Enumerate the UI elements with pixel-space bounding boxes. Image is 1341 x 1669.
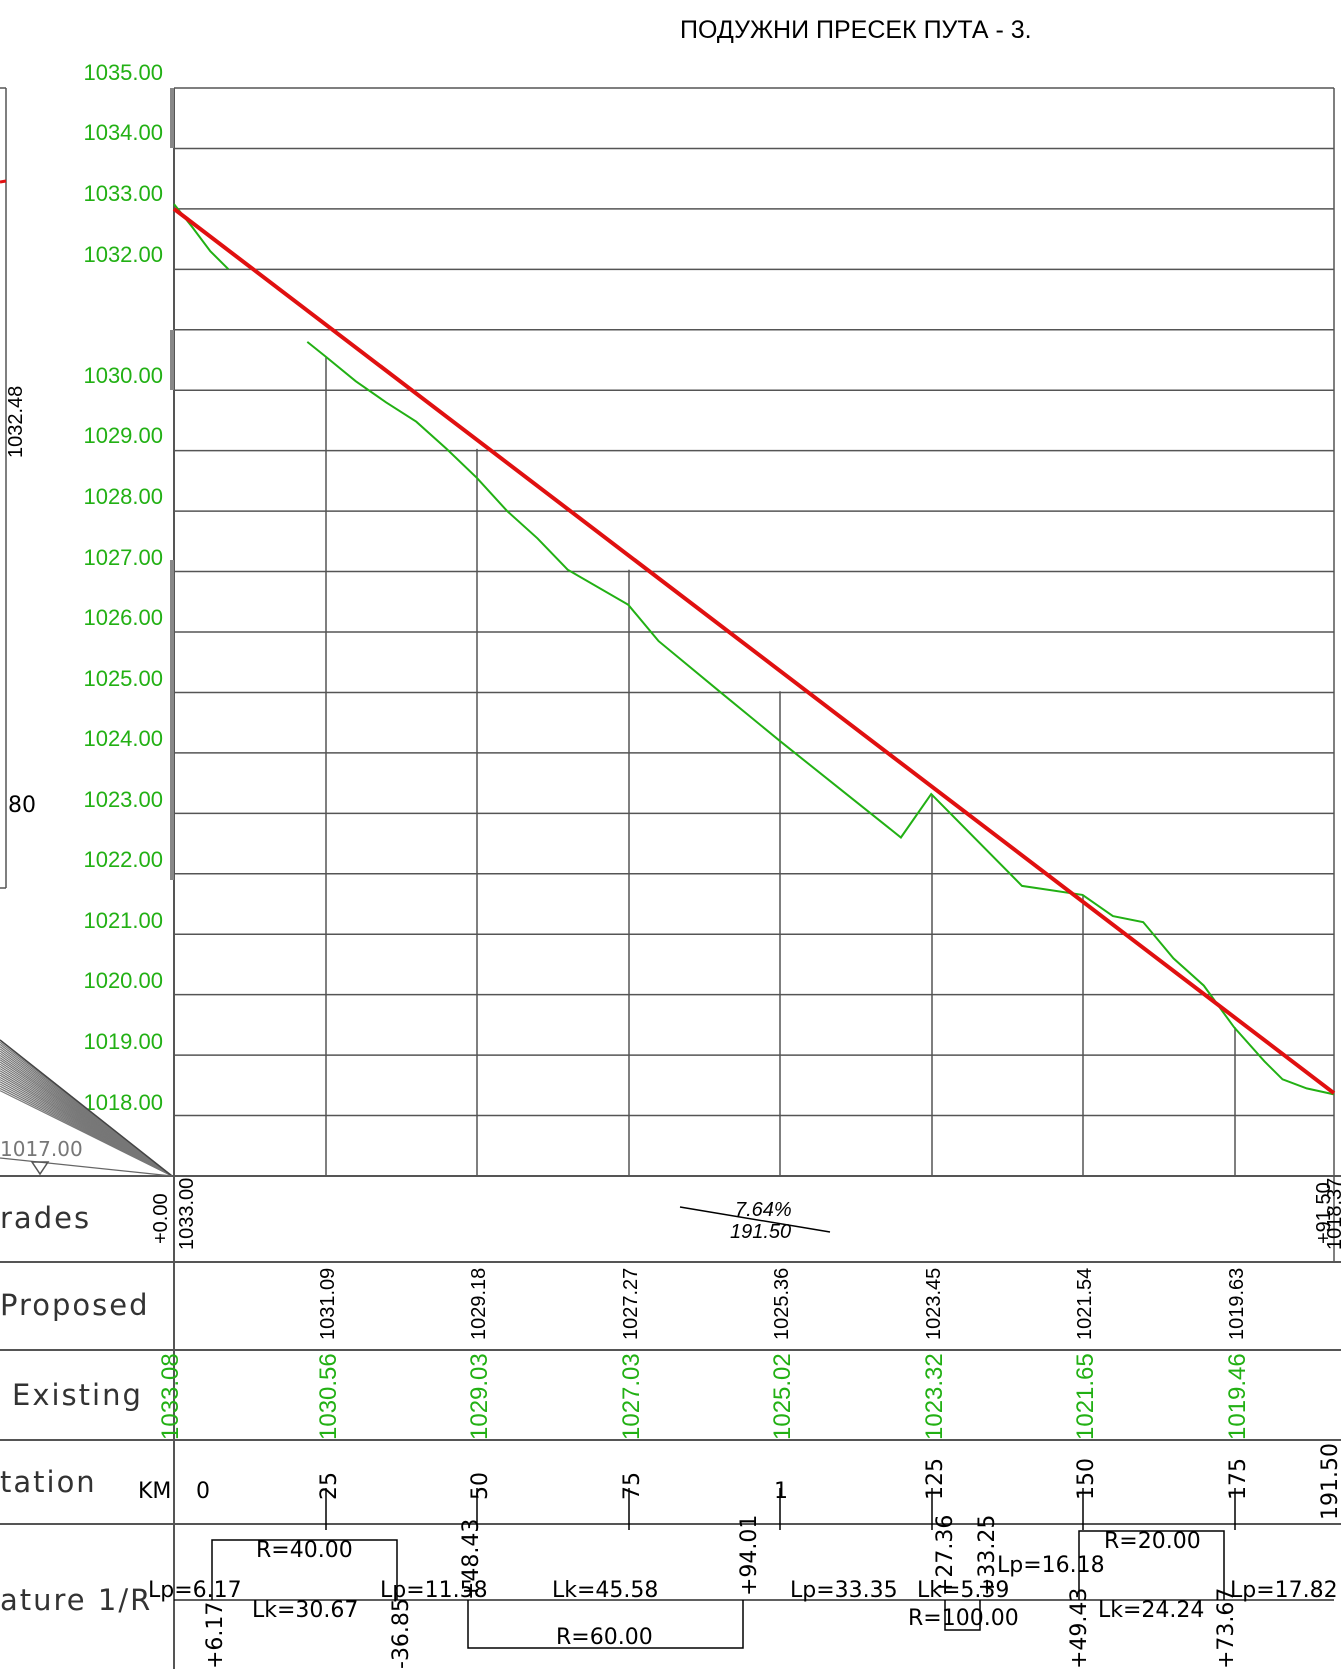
elevation-label: 1030.00 [83, 363, 163, 388]
grade-slope-line [679, 1206, 831, 1233]
datum-triangle-icon [30, 1161, 50, 1176]
proposed-value: 1023.45 [923, 1268, 945, 1340]
station-label: 125 [923, 1458, 948, 1500]
axis-bar [170, 88, 174, 148]
grade-start-station: +0.00 [150, 1193, 172, 1244]
proposed-value: 1025.36 [771, 1268, 793, 1340]
band-label-curvature: ature 1/R [0, 1583, 152, 1617]
curve-text: R=60.00 [556, 1625, 653, 1650]
station-label: 175 [1226, 1458, 1251, 1500]
elevation-label: 1035.00 [83, 60, 163, 85]
station-label: 50 [468, 1472, 493, 1500]
curve-block [467, 1600, 744, 1649]
elevation-label: 1026.00 [83, 605, 163, 630]
elevation-label: 1023.00 [83, 787, 163, 812]
elevation-axis-labels: 1035.00 1034.00 1033.00 1032.00 1030.00 1029.… [83, 60, 163, 1115]
curve-text: R=20.00 [1104, 1529, 1201, 1554]
grade-length: 191.50 [730, 1221, 791, 1243]
station-label: 1 [774, 1479, 788, 1504]
elevation-label: 1019.00 [83, 1029, 163, 1054]
datum-line [0, 1157, 173, 1177]
proposed-grade-line [172, 207, 1336, 1095]
axis-bar [170, 560, 174, 880]
band-label-station: tation [0, 1465, 97, 1499]
station-km-label: KM [138, 1479, 171, 1504]
station-label: 25 [317, 1472, 342, 1500]
curve-text: +94.01 [737, 1515, 762, 1596]
curve-text: +49.43 [1067, 1588, 1092, 1669]
elevation-label: 1018.00 [83, 1090, 163, 1115]
proposed-value: 1021.54 [1074, 1268, 1096, 1340]
existing-value: 1027.03 [618, 1353, 645, 1440]
datum-label: 1017.00 [0, 1137, 83, 1161]
curve-text: Lp=16.18 [997, 1553, 1105, 1578]
curve-text: +48.43 [459, 1519, 484, 1600]
grade-start-elevation: 1033.00 [176, 1178, 198, 1250]
existing-value: 1019.46 [1224, 1353, 1251, 1440]
proposed-value: 1029.18 [468, 1268, 490, 1340]
existing-value: 1033.08 [157, 1353, 184, 1440]
existing-value: 1021.65 [1072, 1353, 1099, 1440]
drawing-title: ПОДУЖНИ ПРЕСЕК ПУТА - 3. [680, 16, 1032, 44]
existing-value: 1029.03 [466, 1353, 493, 1440]
elevation-label: 1032.00 [83, 242, 163, 267]
fan-edge [0, 1039, 173, 1177]
proposed-value: 1019.63 [1226, 1268, 1248, 1340]
curve-text: +27.36 [933, 1515, 958, 1596]
existing-value: 1023.32 [921, 1353, 948, 1440]
existing-value: 1030.56 [315, 1353, 342, 1440]
curve-text: Lp=11.58 [380, 1578, 488, 1603]
curve-text: R=40.00 [256, 1538, 353, 1563]
elevation-label: 1021.00 [83, 908, 163, 933]
proposed-value: 1027.27 [620, 1268, 642, 1340]
band-label-existing: Existing [12, 1378, 143, 1412]
fragment-red-line [0, 179, 7, 184]
grade-slope-percent: 7.64% [735, 1199, 792, 1221]
curve-text: -36.85 [389, 1598, 414, 1669]
axis-bar [170, 330, 174, 390]
grid-lines [0, 87, 1341, 1669]
curve-text: +6.17 [203, 1602, 228, 1669]
curve-block [1078, 1530, 1225, 1600]
curve-text: +33.25 [975, 1515, 1000, 1596]
curve-text: Lk=30.67 [252, 1598, 358, 1623]
elevation-label: 1027.00 [83, 545, 163, 570]
curve-text: Lp=17.82 [1230, 1578, 1338, 1603]
existing-ground-line [306, 341, 1335, 1096]
left-fragment: 1032.48 80 1017.00 [0, 87, 173, 1177]
station-label: 75 [620, 1472, 645, 1500]
curve-block [944, 1600, 981, 1631]
station-km-zero: 0 [196, 1479, 210, 1504]
proposed-value: 1031.09 [317, 1268, 339, 1340]
curve-text: Lp=6.17 [148, 1578, 242, 1603]
station-end-label: 191.50 [1318, 1443, 1341, 1520]
curve-text: R=100.00 [908, 1606, 1019, 1631]
curve-text: Lp=33.35 [790, 1578, 898, 1603]
fragment-vertical-label: 1032.48 [5, 386, 27, 458]
elevation-label: 1020.00 [83, 968, 163, 993]
fan-line [0, 1090, 173, 1177]
curve-text: Lk=45.58 [552, 1578, 658, 1603]
curve-text: Lk=5.39 [917, 1578, 1009, 1603]
grade-end-station: +91.50 [1313, 1182, 1335, 1244]
curve-text: +73.67 [1214, 1588, 1239, 1669]
curve-block [211, 1539, 398, 1600]
station-label: 150 [1074, 1458, 1099, 1500]
band-label-proposed: Proposed [0, 1288, 150, 1322]
fragment-partial-label: 80 [8, 793, 36, 818]
grade-end-elevation: 1018.37 [1324, 1178, 1341, 1250]
elevation-label: 1029.00 [83, 423, 163, 448]
elevation-label: 1028.00 [83, 484, 163, 509]
elevation-label: 1033.00 [83, 181, 163, 206]
elevation-label: 1025.00 [83, 666, 163, 691]
band-label-grades: rades [0, 1201, 91, 1235]
elevation-label: 1034.00 [83, 120, 163, 145]
data-bands: rades Proposed Existing tation ature 1/R +0.0… [0, 1178, 1341, 1669]
elevation-label: 1022.00 [83, 847, 163, 872]
profile-series [172, 203, 1336, 1096]
elevation-label: 1024.00 [83, 726, 163, 751]
curve-text: Lk=24.24 [1098, 1598, 1204, 1623]
existing-value: 1025.02 [769, 1353, 796, 1440]
